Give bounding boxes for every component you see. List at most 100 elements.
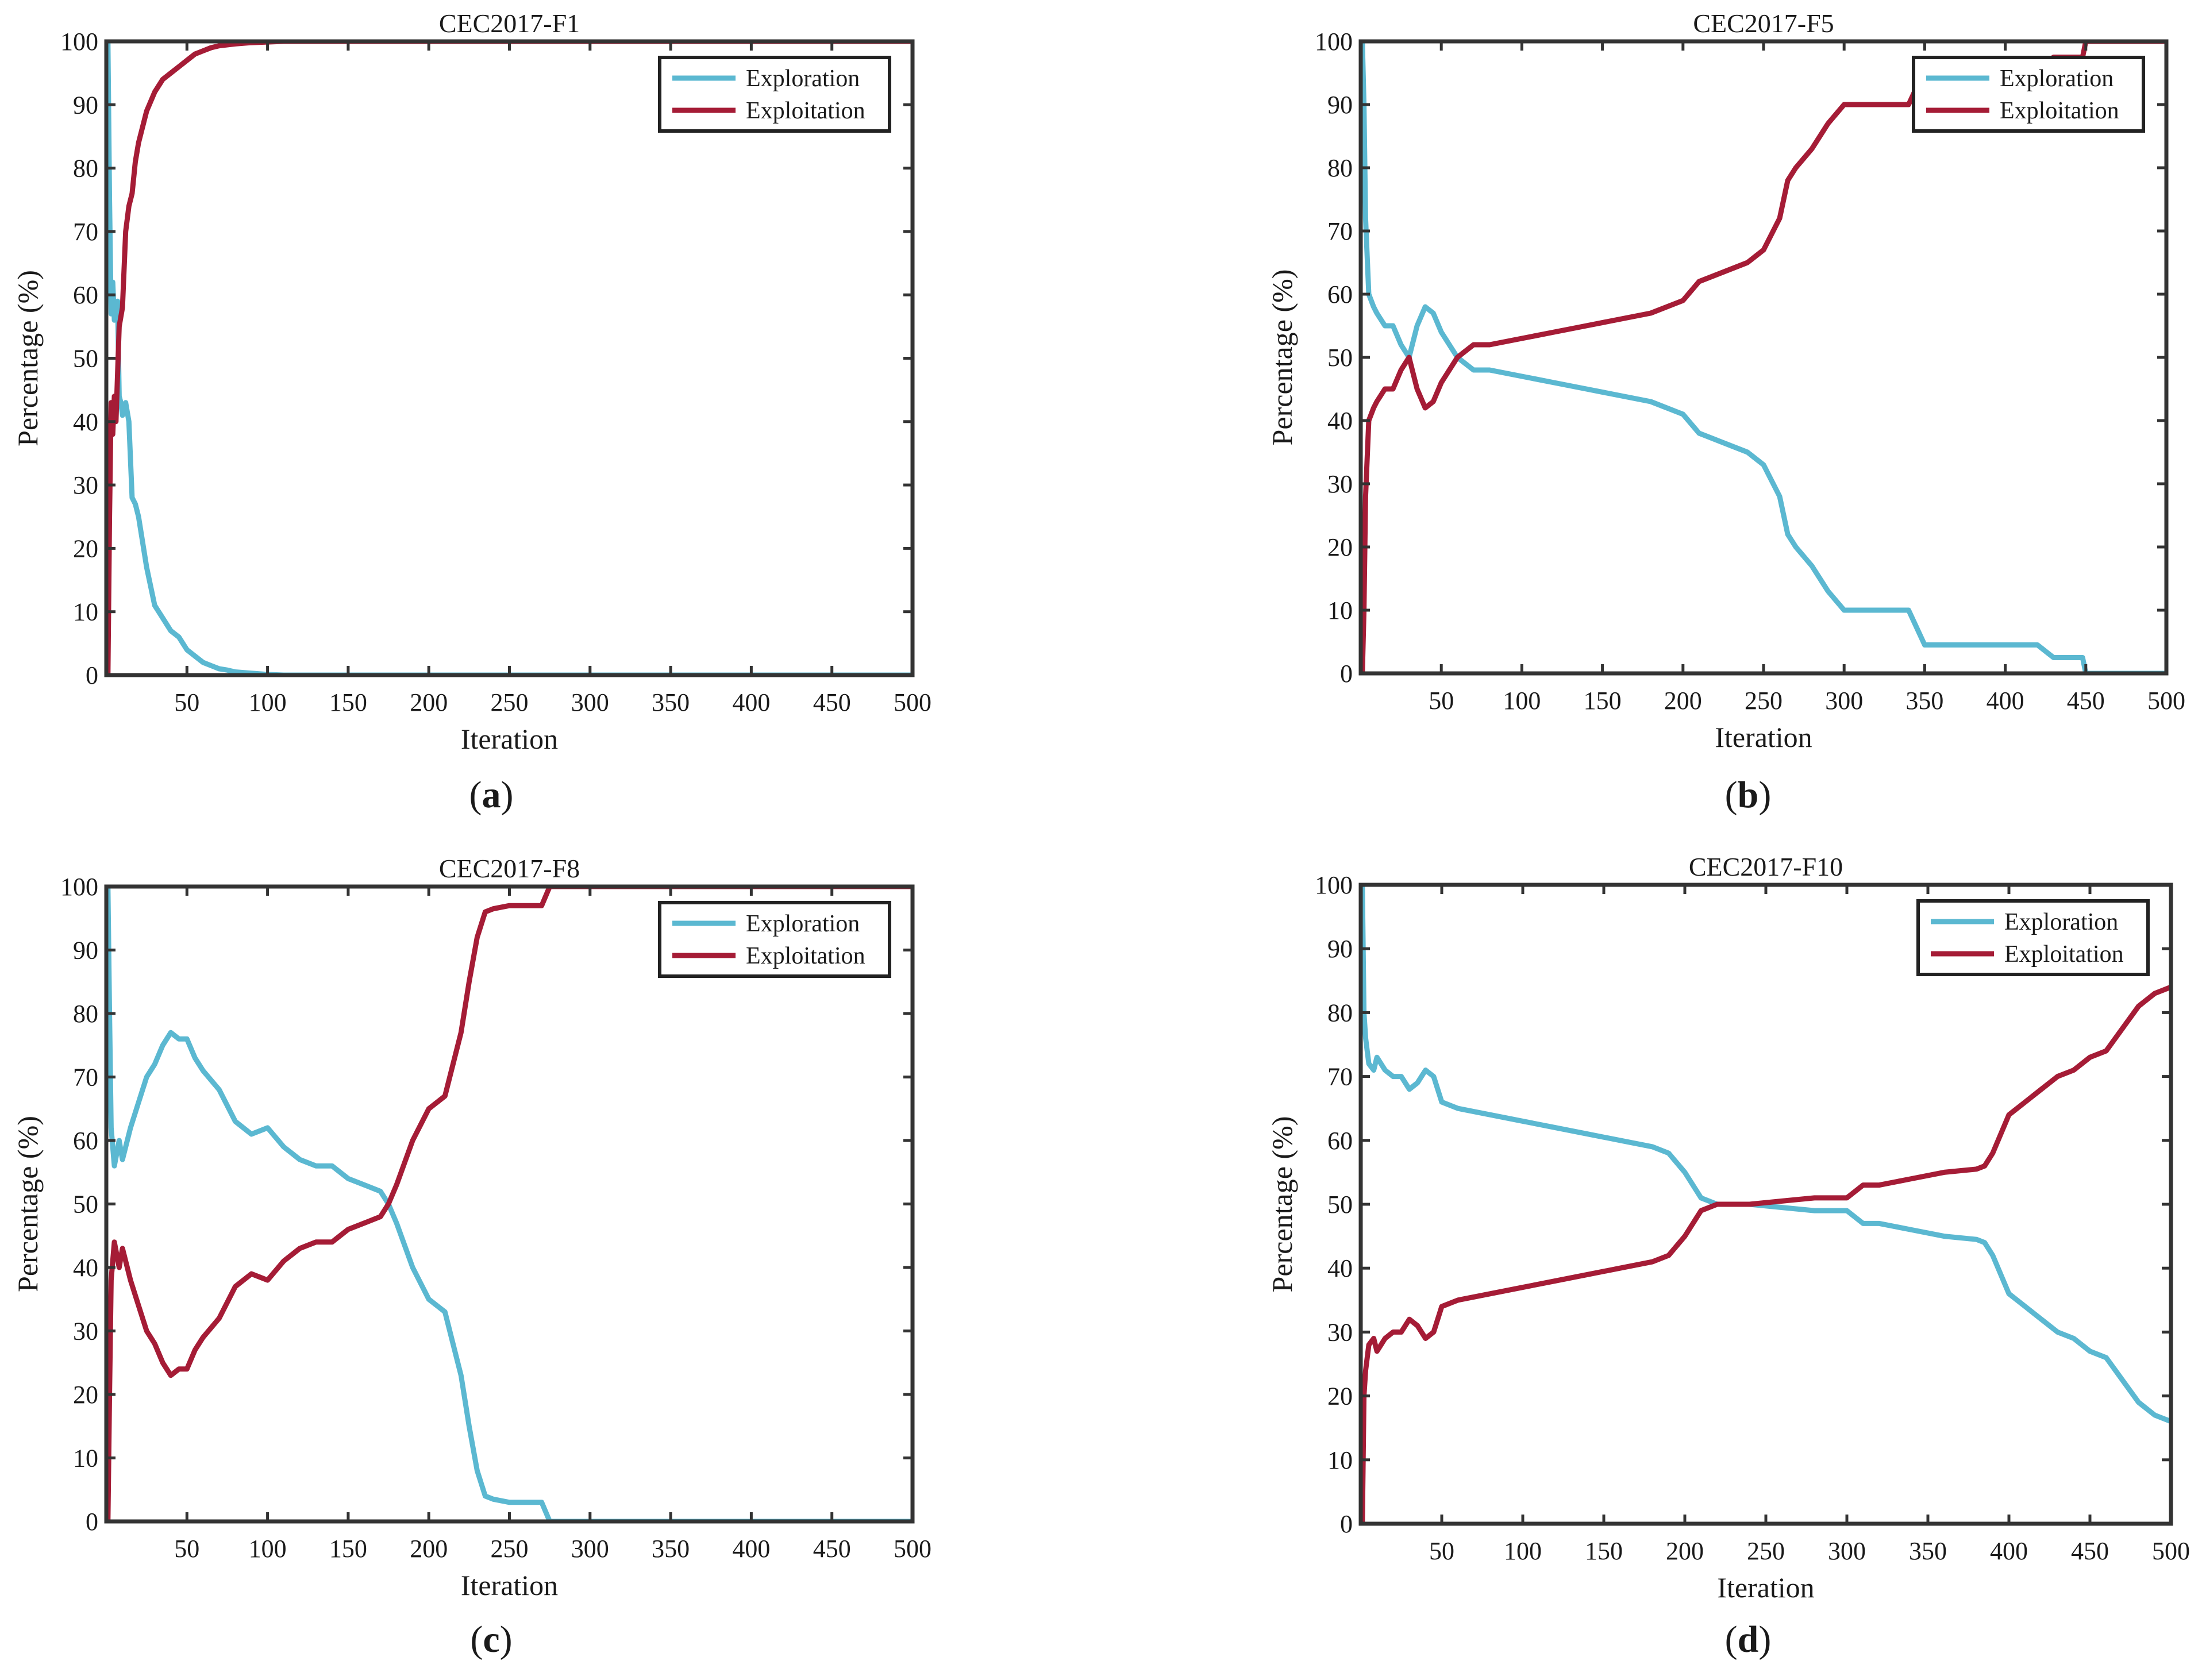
panel-caption-letter: d [1738, 1619, 1759, 1660]
legend: Exploration Exploitation [1916, 899, 2150, 976]
panel-caption-letter: c [483, 1619, 499, 1660]
y-tick-label: 10 [73, 1444, 98, 1473]
legend-box [1916, 899, 2150, 976]
x-tick-label: 100 [249, 1535, 287, 1563]
x-tick-label: 250 [491, 688, 529, 716]
y-tick-label: 70 [73, 218, 98, 246]
legend: Exploration Exploitation [658, 56, 891, 133]
panel-caption-letter: b [1738, 774, 1759, 816]
y-tick-label: 70 [73, 1064, 98, 1092]
legend-label: Exploration [746, 65, 860, 92]
x-tick-label: 50 [1429, 687, 1454, 715]
x-tick-label: 100 [1503, 687, 1541, 715]
x-axis-label: Iteration [461, 723, 558, 755]
y-tick-label: 50 [1327, 1190, 1353, 1219]
panel-caption: (b) [1725, 774, 1772, 816]
y-tick-label: 70 [1327, 1063, 1353, 1091]
series-line-exploration [106, 887, 913, 1521]
y-axis-label: Percentage (%) [1266, 1116, 1298, 1293]
y-tick-label: 0 [1340, 1510, 1353, 1538]
panel-caption: (c) [470, 1619, 512, 1660]
x-tick-label: 300 [1828, 1537, 1866, 1565]
y-tick-label: 80 [1327, 154, 1353, 182]
chart-title: CEC2017-F5 [1693, 9, 1834, 38]
y-tick-label: 20 [1327, 533, 1353, 561]
x-tick-label: 400 [1987, 687, 2024, 715]
y-tick-label: 40 [1327, 1254, 1353, 1282]
x-tick-label: 450 [2071, 1537, 2109, 1565]
x-tick-label: 150 [1585, 1537, 1623, 1565]
y-tick-label: 60 [1327, 280, 1353, 309]
series-line-exploitation [106, 41, 913, 675]
x-tick-label: 500 [894, 1535, 931, 1563]
y-tick-label: 90 [73, 937, 98, 965]
x-tick-label: 250 [1747, 1537, 1785, 1565]
y-tick-label: 20 [73, 1381, 98, 1409]
axes-box [104, 39, 915, 677]
y-tick-label: 90 [73, 91, 98, 119]
y-tick-label: 80 [73, 1000, 98, 1028]
y-tick-label: 0 [1340, 660, 1353, 688]
y-tick-label: 60 [73, 1127, 98, 1155]
y-tick-label: 40 [73, 408, 98, 436]
legend: Exploration Exploitation [658, 901, 891, 978]
y-tick-label: 100 [60, 28, 98, 56]
y-tick-label: 80 [1327, 999, 1353, 1027]
x-tick-label: 200 [410, 688, 448, 716]
x-tick-label: 200 [410, 1535, 448, 1563]
y-tick-label: 40 [1327, 407, 1353, 435]
y-tick-label: 90 [1327, 91, 1353, 119]
series-line-exploration [1361, 885, 2171, 1424]
chart-title: CEC2017-F8 [439, 854, 580, 883]
x-tick-label: 50 [1429, 1537, 1454, 1565]
x-tick-label: 400 [732, 688, 770, 716]
x-tick-label: 450 [813, 688, 851, 716]
legend-label: Exploitation [2000, 98, 2119, 124]
x-tick-label: 400 [1990, 1537, 2028, 1565]
x-axis-label: Iteration [1717, 1571, 1814, 1604]
x-tick-label: 300 [571, 688, 609, 716]
series-line-exploitation [106, 887, 913, 1521]
y-tick-label: 30 [73, 471, 98, 499]
y-tick-label: 0 [86, 661, 98, 689]
x-tick-label: 200 [1666, 1537, 1704, 1565]
x-tick-label: 50 [174, 688, 199, 716]
y-tick-label: 30 [1327, 1318, 1353, 1346]
chart-panel-c: CEC2017-F8 50 100 150 200 250 300 350 400 450 500 0… [11, 854, 931, 1660]
series-line-exploitation [1361, 984, 2171, 1524]
legend: Exploration Exploitation [1912, 56, 2145, 133]
x-tick-label: 450 [813, 1535, 851, 1563]
legend-box [1912, 56, 2145, 133]
y-tick-label: 80 [73, 155, 98, 183]
x-tick-label: 300 [571, 1535, 609, 1563]
y-tick-label: 0 [86, 1508, 98, 1536]
chart-panel-b: CEC2017-F5 50 100 150 200 250 300 350 400 450 500 0… [1266, 9, 2185, 816]
x-tick-label: 350 [652, 1535, 690, 1563]
x-tick-label: 500 [894, 688, 931, 716]
chart-panel-a: CEC2017-F1 50 100 150 200 250 300 350 400 450 500 0… [11, 9, 931, 816]
x-tick-label: 300 [1825, 687, 1863, 715]
axes-box [104, 884, 915, 1524]
y-tick-label: 30 [1327, 470, 1353, 498]
y-tick-label: 100 [1315, 28, 1353, 56]
y-tick-label: 60 [1327, 1127, 1353, 1155]
y-tick-label: 40 [73, 1254, 98, 1282]
y-tick-label: 50 [1327, 344, 1353, 372]
legend-label: Exploration [746, 911, 860, 937]
y-tick-label: 50 [73, 345, 98, 373]
panel-caption: (a) [469, 774, 514, 816]
x-tick-label: 350 [652, 688, 690, 716]
y-tick-label: 70 [1327, 217, 1353, 245]
x-tick-label: 500 [2147, 687, 2185, 715]
y-tick-label: 50 [73, 1190, 98, 1219]
series-line-exploration [106, 41, 913, 675]
x-tick-label: 100 [1504, 1537, 1542, 1565]
y-axis-label: Percentage (%) [1266, 269, 1298, 446]
x-axis-label: Iteration [461, 1569, 558, 1601]
x-tick-label: 150 [329, 688, 367, 716]
y-axis-label: Percentage (%) [11, 270, 44, 446]
y-tick-label: 20 [73, 534, 98, 562]
x-axis-label: Iteration [1715, 721, 1812, 753]
legend-box [658, 56, 891, 133]
